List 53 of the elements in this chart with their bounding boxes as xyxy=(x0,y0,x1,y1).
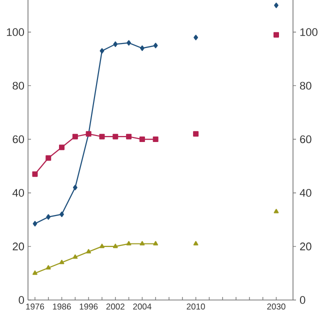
x-tick-label: 1986 xyxy=(52,304,71,310)
point xyxy=(140,241,145,246)
y-tick-label: 100 xyxy=(6,28,24,36)
point xyxy=(112,244,118,248)
x-tick-label: 1996 xyxy=(80,304,98,310)
x-tick-label: 1976 xyxy=(26,304,44,310)
y2-tick-label: 100 xyxy=(300,28,318,36)
point xyxy=(32,171,38,177)
point xyxy=(274,208,279,214)
point xyxy=(113,41,118,47)
x-tick-label: 2004 xyxy=(133,304,152,310)
point xyxy=(46,155,52,161)
point xyxy=(86,249,92,254)
point xyxy=(153,241,158,246)
point xyxy=(100,48,104,54)
point xyxy=(153,42,158,48)
point xyxy=(46,265,51,270)
y2-tick-label: 40 xyxy=(300,188,312,197)
point xyxy=(126,134,132,140)
y2-tick-label: 20 xyxy=(300,242,312,250)
x-tick-label: 2030 xyxy=(267,304,286,310)
point xyxy=(126,40,131,46)
point xyxy=(126,241,132,246)
y2-tick-label: 0 xyxy=(300,296,306,304)
point xyxy=(72,134,78,140)
point xyxy=(46,214,51,220)
y-tick-label: 40 xyxy=(12,188,24,197)
point xyxy=(194,34,198,40)
x-tick-label: 2002 xyxy=(106,304,124,310)
y-tick-label: 80 xyxy=(12,82,24,90)
point xyxy=(112,134,118,140)
point xyxy=(100,244,104,248)
point xyxy=(140,45,144,51)
point xyxy=(274,32,279,38)
y-tick-label: 0 xyxy=(18,296,24,304)
y2-tick-label: 60 xyxy=(300,135,312,144)
x-tick-label: 2010 xyxy=(186,304,205,310)
point xyxy=(152,136,158,142)
point xyxy=(139,136,145,142)
point xyxy=(99,134,105,140)
point xyxy=(32,220,38,226)
y2-tick-label: 80 xyxy=(300,82,312,90)
point xyxy=(59,260,64,264)
point xyxy=(274,2,278,8)
point xyxy=(72,184,78,190)
point xyxy=(59,144,65,150)
point xyxy=(60,212,64,218)
point xyxy=(193,131,199,137)
point xyxy=(32,270,38,275)
point xyxy=(72,254,78,259)
y-tick-label: 60 xyxy=(12,135,24,144)
point xyxy=(193,241,198,246)
y-tick-label: 20 xyxy=(12,242,24,250)
